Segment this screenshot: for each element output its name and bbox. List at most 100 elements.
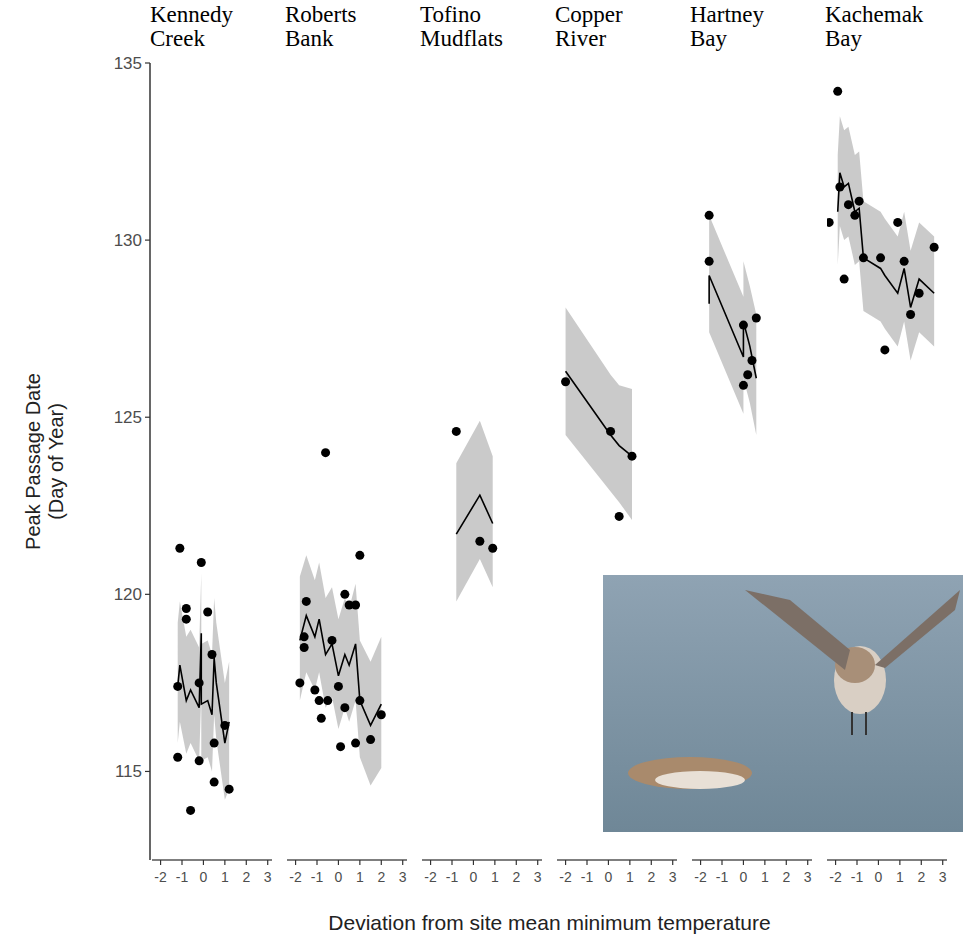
panel-title: CopperRiver [555, 2, 623, 51]
fit-line [566, 371, 632, 456]
data-point [225, 785, 234, 794]
x-tick-label: 2 [377, 869, 385, 885]
y-tick [145, 62, 150, 63]
x-tick [316, 860, 317, 865]
data-point [295, 678, 304, 687]
x-tick-label: 3 [669, 869, 677, 885]
x-tick-label: 3 [939, 869, 947, 885]
x-tick [764, 860, 765, 865]
data-point [615, 512, 624, 521]
bird-wing [875, 590, 960, 668]
data-point [321, 448, 330, 457]
panel-title-line: Creek [150, 26, 205, 51]
data-point [628, 452, 637, 461]
plot-area [173, 544, 233, 815]
y-tick [145, 594, 150, 595]
x-tick [786, 860, 787, 865]
y-tick-label: 125 [114, 408, 142, 427]
y-axis-title-line: (Day of Year) [45, 403, 67, 520]
x-axis-title: Deviation from site mean minimum tempera… [328, 911, 770, 934]
credible-band [709, 215, 756, 435]
x-tick-label: 3 [399, 869, 407, 885]
data-point [844, 200, 853, 209]
bird-leg [851, 712, 853, 735]
x-tick [721, 860, 722, 865]
data-point [752, 314, 761, 323]
data-point [906, 310, 915, 319]
plot-area [452, 421, 497, 602]
data-point [377, 710, 386, 719]
plot-area [561, 307, 636, 520]
y-tick [145, 240, 150, 241]
x-tick [246, 860, 247, 865]
data-point [475, 537, 484, 546]
data-point [323, 696, 332, 705]
x-axis-line [287, 859, 407, 860]
data-point [182, 615, 191, 624]
x-tick [295, 860, 296, 865]
panel-title: KennedyCreek [150, 2, 234, 51]
x-tick [267, 860, 268, 865]
x-axis-line [152, 859, 272, 860]
panel-title: TofinoMudflats [420, 2, 503, 51]
data-point [210, 778, 219, 787]
bird-leg [865, 712, 867, 735]
bird [628, 757, 752, 789]
x-tick-label: 1 [896, 869, 904, 885]
x-tick-label: 0 [200, 869, 208, 885]
photo [603, 575, 963, 832]
x-tick-label: 2 [917, 869, 925, 885]
x-tick-label: 0 [335, 869, 343, 885]
panel-title-line: Bank [285, 26, 334, 51]
plot-area [295, 448, 385, 785]
data-point [915, 289, 924, 298]
x-tick-label: 2 [782, 869, 790, 885]
data-point [355, 696, 364, 705]
fit-line [456, 495, 492, 534]
panel-title-line: Roberts [285, 2, 357, 27]
x-tick-label: 3 [804, 869, 812, 885]
x-tick-label: 2 [242, 869, 250, 885]
photo-bg [603, 575, 963, 832]
x-tick [856, 860, 857, 865]
y-tick-label: 130 [114, 231, 142, 250]
data-point [893, 218, 902, 227]
data-point [739, 381, 748, 390]
panel-title-line: Kennedy [150, 2, 234, 27]
x-tick-label: 1 [221, 869, 229, 885]
data-point [182, 604, 191, 613]
data-point [366, 735, 375, 744]
data-point [827, 218, 834, 227]
panel-title-line: Bay [825, 26, 863, 51]
data-point [334, 682, 343, 691]
data-point [833, 87, 842, 96]
data-point [340, 703, 349, 712]
credible-band [838, 116, 934, 360]
fit-line [300, 616, 381, 726]
data-point [355, 551, 364, 560]
fit-line [178, 633, 229, 743]
plot-area [827, 87, 939, 361]
data-point [195, 756, 204, 765]
data-point [340, 590, 349, 599]
data-point [743, 370, 752, 379]
x-tick [807, 860, 808, 865]
y-tick-label: 135 [114, 54, 142, 73]
data-point [310, 685, 319, 694]
x-tick [899, 860, 900, 865]
x-tick [181, 860, 182, 865]
x-tick-label: 1 [356, 869, 364, 885]
bird-wing [745, 590, 850, 670]
x-tick-label: 1 [761, 869, 769, 885]
x-tick [402, 860, 403, 865]
data-point [606, 427, 615, 436]
panel-title: KachemakBay [825, 2, 924, 51]
panel-title-line: Mudflats [420, 26, 503, 51]
data-point [336, 742, 345, 751]
credible-band [566, 307, 632, 520]
x-tick [586, 860, 587, 865]
data-point [739, 321, 748, 330]
x-tick [516, 860, 517, 865]
x-tick-label: -2 [694, 869, 707, 885]
x-tick-label: -1 [446, 869, 459, 885]
